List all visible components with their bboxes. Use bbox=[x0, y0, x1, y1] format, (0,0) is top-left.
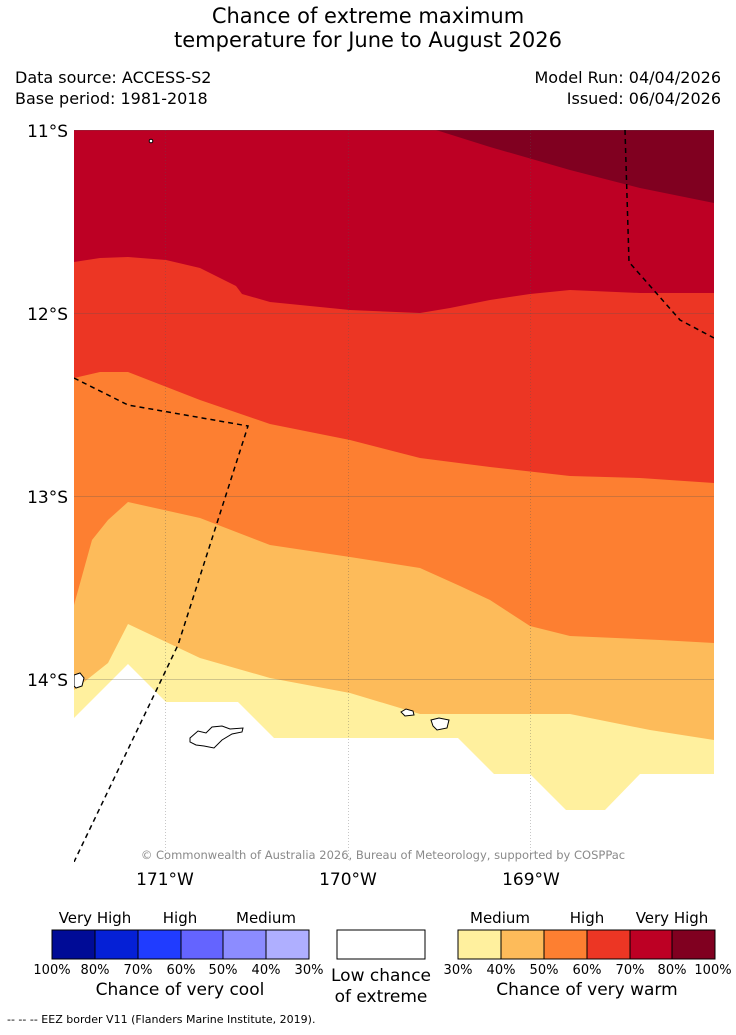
meta-left: Data source: ACCESS-S2 Base period: 1981… bbox=[15, 67, 211, 109]
island-west-edge bbox=[74, 672, 85, 689]
cool-category-very-high: Very High bbox=[59, 909, 132, 927]
lat-axis: 11°S 12°S 13°S 14°S bbox=[27, 122, 68, 691]
cool-tick: 30% bbox=[295, 963, 324, 978]
legend-cool: Very High High Medium 100% 80% 70% 60% 5… bbox=[33, 909, 323, 1000]
warm-swatches bbox=[457, 929, 716, 960]
cool-tick: 60% bbox=[167, 963, 196, 978]
cool-tick: 80% bbox=[81, 963, 110, 978]
graticule bbox=[74, 130, 714, 862]
eez-footnote: -- -- -- EEZ border V11 (Flanders Marine… bbox=[7, 1013, 316, 1026]
lon-label-170: 170°W bbox=[319, 870, 377, 890]
lat-label-11: 11°S bbox=[27, 122, 68, 142]
cool-tick: 100% bbox=[33, 963, 70, 978]
lat-label-13: 13°S bbox=[27, 488, 68, 508]
eez-borders bbox=[74, 130, 714, 862]
warm-category-very-high: Very High bbox=[636, 909, 709, 927]
warm-category-high: High bbox=[570, 909, 604, 927]
cool-category-high: High bbox=[163, 909, 197, 927]
warm-tick: 30% bbox=[444, 963, 473, 978]
cool-swatch-100-80 bbox=[51, 929, 96, 960]
model-run: Model Run: 04/04/2026 bbox=[534, 68, 722, 87]
island-swains bbox=[148, 138, 154, 144]
lon-label-171: 171°W bbox=[136, 870, 194, 890]
lon-label-169: 169°W bbox=[502, 870, 560, 890]
meta-right: Model Run: 04/04/2026 Issued: 06/04/2026 bbox=[535, 67, 722, 109]
legend-low: Low chance of extreme bbox=[331, 929, 431, 1007]
island-tutuila bbox=[189, 725, 244, 749]
cool-swatch-70-60 bbox=[137, 929, 182, 960]
warm-tick: 50% bbox=[530, 963, 559, 978]
issued-date: Issued: 06/04/2026 bbox=[566, 89, 721, 108]
chart-title: Chance of extreme maximum temperature fo… bbox=[0, 4, 736, 52]
legend-warm: Medium High Very High 30% 40% 50% 60% 70… bbox=[444, 909, 732, 1000]
warm-swatch-50-60 bbox=[543, 929, 588, 960]
base-period: Base period: 1981-2018 bbox=[15, 89, 208, 108]
warm-tick: 80% bbox=[658, 963, 687, 978]
cool-swatches bbox=[51, 929, 310, 960]
cool-tick: 50% bbox=[209, 963, 238, 978]
lat-label-14: 14°S bbox=[27, 671, 68, 691]
island-ofu bbox=[400, 708, 415, 717]
warm-ticks: 30% 40% 50% 60% 70% 80% 100% bbox=[444, 963, 732, 978]
warm-tick: 100% bbox=[694, 963, 731, 978]
cool-tick: 40% bbox=[252, 963, 281, 978]
warm-swatch-70-80 bbox=[629, 929, 673, 960]
island-tau bbox=[430, 717, 450, 731]
region-warm-80-100 bbox=[436, 130, 714, 203]
eez-border-east bbox=[624, 130, 714, 339]
low-swatch bbox=[336, 929, 426, 960]
cool-swatch-60-50 bbox=[180, 929, 224, 960]
title-line-1: Chance of extreme maximum bbox=[211, 4, 525, 28]
warm-tick: 70% bbox=[616, 963, 645, 978]
warm-swatch-80-100 bbox=[671, 929, 716, 960]
cool-tick: 70% bbox=[124, 963, 153, 978]
cool-swatch-50-40 bbox=[222, 929, 267, 960]
map-area bbox=[74, 130, 714, 862]
lon-axis: 171°W 170°W 169°W bbox=[136, 870, 560, 890]
warm-tick: 60% bbox=[573, 963, 602, 978]
cool-title: Chance of very cool bbox=[96, 980, 265, 1000]
copyright-notice: © Commonwealth of Australia 2026, Bureau… bbox=[141, 848, 625, 862]
warm-tick: 40% bbox=[487, 963, 516, 978]
title-line-2: temperature for June to August 2026 bbox=[174, 28, 562, 52]
cool-swatch-80-70 bbox=[94, 929, 139, 960]
low-title-line-2: of extreme bbox=[335, 987, 428, 1007]
cool-swatch-40-30 bbox=[265, 929, 310, 960]
warm-swatch-30-40 bbox=[457, 929, 502, 960]
cool-ticks: 100% 80% 70% 60% 50% 40% 30% bbox=[33, 963, 323, 978]
warm-swatch-60-70 bbox=[586, 929, 631, 960]
coastlines bbox=[74, 138, 450, 749]
region-warm-70-80 bbox=[74, 130, 714, 313]
warm-swatch-40-50 bbox=[500, 929, 545, 960]
cool-category-medium: Medium bbox=[236, 909, 296, 927]
warm-title: Chance of very warm bbox=[496, 980, 677, 1000]
data-source: Data source: ACCESS-S2 bbox=[15, 68, 212, 87]
eez-border-west bbox=[74, 377, 249, 862]
low-title-line-1: Low chance bbox=[331, 966, 431, 986]
lat-label-12: 12°S bbox=[27, 305, 68, 325]
warm-category-medium: Medium bbox=[470, 909, 530, 927]
